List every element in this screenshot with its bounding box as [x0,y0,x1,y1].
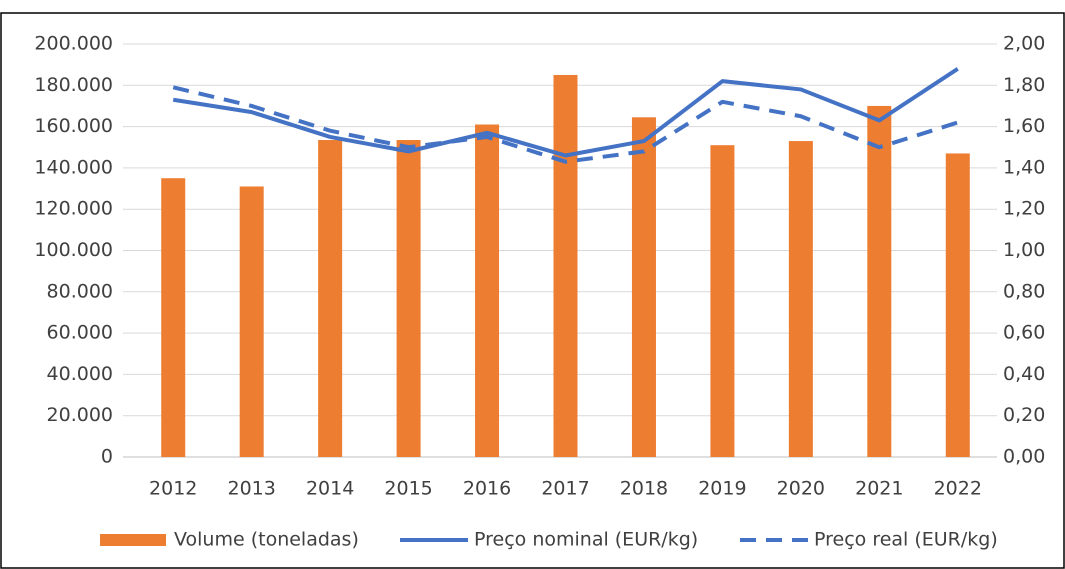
x-tick-label: 2020 [777,478,825,500]
x-tick-label: 2018 [620,478,668,500]
bar [710,145,735,457]
bar [161,178,186,457]
bar [788,141,813,457]
x-tick-label: 2016 [463,478,511,500]
y2-tick-label: 1,40 [1003,156,1045,178]
y2-tick-label: 1,00 [1003,239,1045,261]
y2-tick-label: 0,80 [1003,280,1045,302]
x-tick-label: 2021 [855,478,903,500]
y2-tick-label: 0,40 [1003,363,1045,385]
y-tick-label: 60.000 [47,322,113,344]
y-tick-label: 200.000 [34,33,113,55]
y2-tick-label: 1,60 [1003,115,1045,137]
y-tick-label: 100.000 [34,239,113,261]
x-tick-label: 2015 [384,478,432,500]
x-tick-label: 2012 [149,478,197,500]
y2-tick-label: 2,00 [1003,33,1045,55]
legend-swatch [100,534,166,546]
y-tick-label: 120.000 [34,198,113,220]
x-tick-label: 2022 [934,478,982,500]
y-tick-label: 180.000 [34,74,113,96]
x-tick-label: 2017 [541,478,589,500]
y-tick-label: 80.000 [47,280,113,302]
bar [318,140,343,457]
y-tick-label: 0 [101,446,113,468]
y2-tick-label: 0,60 [1003,322,1045,344]
bar [945,153,970,457]
y2-tick-label: 1,80 [1003,74,1045,96]
bar [867,105,892,457]
line-series [172,85,959,164]
legend-label: Preço real (EUR/kg) [814,529,998,551]
y-tick-label: 20.000 [47,404,113,426]
bar [631,117,656,458]
x-tick-label: 2014 [306,478,354,500]
y2-tick-label: 0,20 [1003,404,1045,426]
legend-label: Volume (toneladas) [174,529,359,551]
x-tick-label: 2019 [698,478,746,500]
bar [553,74,578,457]
line-series [172,67,959,158]
y-tick-label: 40.000 [47,363,113,385]
y-tick-label: 140.000 [34,156,113,178]
y-tick-label: 160.000 [34,115,113,137]
bar [475,124,500,457]
x-tick-label: 2013 [228,478,276,500]
y2-tick-label: 0,00 [1003,446,1045,468]
bar [396,140,421,457]
legend-label: Preço nominal (EUR/kg) [474,529,698,551]
y2-tick-label: 1,20 [1003,198,1045,220]
bar [239,186,264,458]
